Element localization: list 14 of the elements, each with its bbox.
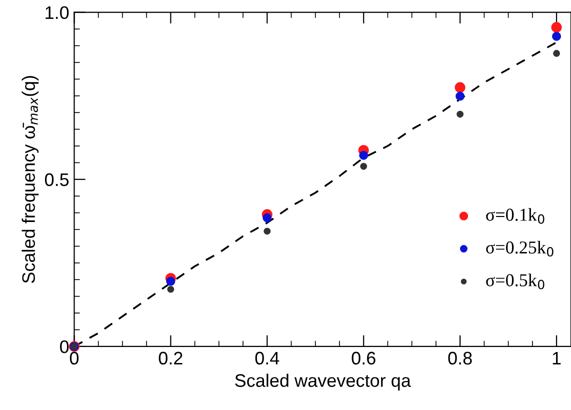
legend-label: σ=0.25k$_{0}$	[486, 240, 554, 257]
x-tick-label: 0	[70, 352, 79, 365]
x-tick-label: 0.6	[352, 352, 376, 365]
x-tick-label: 0.8	[448, 352, 472, 365]
y-tick-label: 0	[60, 340, 69, 354]
y-tick-label: 1.0	[46, 6, 69, 20]
legend-label: σ=0.1k$_{0}$	[486, 208, 544, 224]
x-tick-label: 1	[552, 352, 561, 364]
x-axis-title: Scaled wavevector qa	[235, 374, 411, 391]
y-axis-title: Scaled frequency ω̄$_{max}$(q)	[22, 76, 39, 284]
y-tick-label: 0.5	[44, 173, 69, 186]
x-tick-label: 0.4	[255, 352, 280, 365]
x-tick-label: 0.2	[158, 352, 182, 365]
legend-label: σ=0.5k$_{0}$	[486, 274, 544, 290]
